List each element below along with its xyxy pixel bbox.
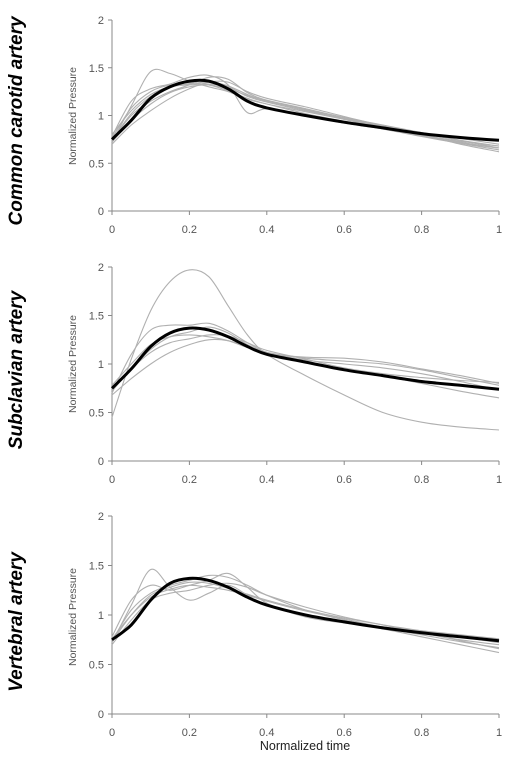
x-tick-label: 1	[496, 224, 502, 236]
y-tick-label: 1	[98, 359, 104, 371]
row-label: Common carotid artery	[6, 15, 27, 225]
y-tick-label: 1	[98, 610, 104, 622]
x-tick-label: 0.2	[182, 727, 197, 739]
y-axis-label: Normalized Pressure	[67, 67, 79, 165]
y-tick-label: 0	[98, 709, 104, 721]
individual-trace	[111, 68, 500, 149]
x-tick-label: 0.6	[337, 727, 352, 739]
panel-subclavian: Subclavian artery Normalized Pressure 00…	[6, 262, 502, 486]
x-tick-label: 0.4	[259, 224, 274, 236]
y-tick-label: 1.5	[89, 561, 104, 573]
y-tick-label: 0	[98, 206, 104, 218]
row-label: Vertebral artery	[6, 551, 27, 692]
row-label: Subclavian artery	[6, 289, 27, 449]
mean-trace	[110, 78, 500, 142]
x-tick-label: 0.6	[337, 474, 352, 486]
x-tick-label: 0.4	[259, 727, 274, 739]
x-tick-label: 1	[496, 474, 502, 486]
x-tick-label: 0.8	[414, 224, 429, 236]
individual-trace	[111, 326, 500, 392]
y-tick-label: 0.5	[89, 660, 104, 672]
y-tick-label: 2	[98, 511, 104, 523]
y-tick-label: 0	[98, 456, 104, 468]
y-tick-label: 2	[98, 15, 104, 27]
y-tick-label: 2	[98, 262, 104, 274]
y-axis-label: Normalized Pressure	[67, 568, 79, 666]
individual-trace	[111, 338, 500, 396]
mean-trace	[111, 576, 500, 643]
mean-trace	[110, 326, 500, 391]
y-tick-label: 0.5	[89, 408, 104, 420]
x-tick-label: 0.6	[337, 224, 352, 236]
x-axis-label: Normalized time	[260, 739, 350, 753]
x-tick-label: 0.2	[182, 224, 197, 236]
panel-common-carotid: Common carotid artery Normalized Pressur…	[6, 15, 502, 236]
panel-vertebral: Vertebral artery Normalized Pressure 0 0.…	[6, 511, 502, 739]
x-tick-label: 0.4	[259, 474, 274, 486]
individual-trace	[111, 581, 500, 644]
x-tick-label: 0.8	[414, 474, 429, 486]
y-axis-label: Normalized Pressure	[67, 315, 79, 413]
y-tick-label: 0.5	[89, 158, 104, 170]
x-tick-label: 1	[496, 727, 502, 739]
y-tick-label: 1	[98, 111, 104, 123]
y-tick-label: 1.5	[89, 311, 104, 323]
individual-trace	[111, 269, 500, 431]
individual-trace	[111, 334, 500, 390]
y-tick-label: 1.5	[89, 63, 104, 75]
individual-trace	[111, 84, 500, 149]
x-tick-label: 0.2	[182, 474, 197, 486]
x-tick-label: 0	[109, 474, 115, 486]
x-tick-label: 0	[109, 224, 115, 236]
x-tick-label: 0	[109, 727, 115, 739]
x-tick-label: 0.8	[414, 727, 429, 739]
